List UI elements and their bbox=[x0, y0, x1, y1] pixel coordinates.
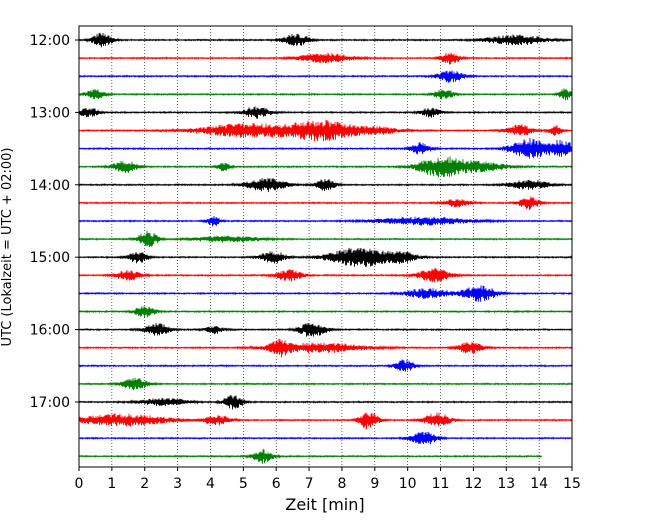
seismic-trace bbox=[78, 267, 573, 283]
x-tick-label: 9 bbox=[370, 476, 379, 492]
x-tick-label: 12 bbox=[464, 476, 482, 492]
seismic-trace bbox=[78, 52, 573, 65]
x-tick-label: 0 bbox=[75, 476, 84, 492]
seismic-trace bbox=[78, 359, 573, 372]
seismic-trace bbox=[78, 32, 573, 48]
x-axis-label: Zeit [min] bbox=[285, 495, 364, 514]
seismic-traces bbox=[78, 32, 573, 464]
seismic-trace bbox=[78, 230, 573, 248]
x-axis-ticks: 0 1 2 3 4 5 6 7 8 9 10 11 12 13 14 15 bbox=[75, 467, 581, 492]
seismic-trace bbox=[78, 119, 573, 142]
seismic-trace bbox=[78, 88, 573, 101]
seismic-trace bbox=[78, 306, 573, 319]
seismic-trace bbox=[78, 377, 573, 391]
x-tick-label: 15 bbox=[563, 476, 581, 492]
x-tick-label: 1 bbox=[107, 476, 116, 492]
y-axis-ticks: 12:00 13:00 14:00 15:00 16:00 17:00 bbox=[30, 33, 79, 411]
seismic-trace bbox=[78, 395, 573, 410]
seismic-trace bbox=[78, 156, 573, 178]
y-axis-label: UTC (Lokalzeit = UTC + 02:00) bbox=[0, 148, 15, 347]
seismic-trace bbox=[78, 70, 573, 83]
seismic-trace bbox=[78, 247, 573, 268]
x-tick-label: 11 bbox=[432, 476, 450, 492]
y-tick-label: 15:00 bbox=[30, 250, 70, 266]
x-tick-label: 14 bbox=[530, 476, 548, 492]
seismic-trace bbox=[78, 431, 573, 445]
plot-frame bbox=[78, 25, 573, 468]
x-tick-label: 7 bbox=[305, 476, 314, 492]
seismic-trace bbox=[78, 178, 573, 193]
x-tick-label: 10 bbox=[399, 476, 417, 492]
x-tick-label: 6 bbox=[272, 476, 281, 492]
x-tick-label: 2 bbox=[140, 476, 149, 492]
x-tick-label: 13 bbox=[497, 476, 515, 492]
seismic-trace bbox=[78, 285, 573, 302]
y-tick-label: 16:00 bbox=[30, 323, 70, 339]
seismic-trace bbox=[78, 138, 573, 159]
seismic-trace bbox=[78, 448, 543, 464]
y-tick-label: 13:00 bbox=[30, 105, 70, 121]
x-tick-label: 3 bbox=[173, 476, 182, 492]
seismic-trace bbox=[78, 322, 573, 337]
x-tick-label: 8 bbox=[337, 476, 346, 492]
x-tick-label: 4 bbox=[206, 476, 215, 492]
y-tick-label: 12:00 bbox=[30, 33, 70, 49]
seismic-trace bbox=[78, 106, 573, 119]
y-tick-label: 17:00 bbox=[30, 395, 70, 411]
seismic-trace bbox=[78, 196, 573, 211]
seismic-trace bbox=[78, 216, 573, 227]
seismic-trace bbox=[78, 412, 573, 430]
seismic-trace bbox=[78, 338, 573, 358]
y-tick-label: 14:00 bbox=[30, 178, 70, 194]
x-tick-label: 5 bbox=[239, 476, 248, 492]
